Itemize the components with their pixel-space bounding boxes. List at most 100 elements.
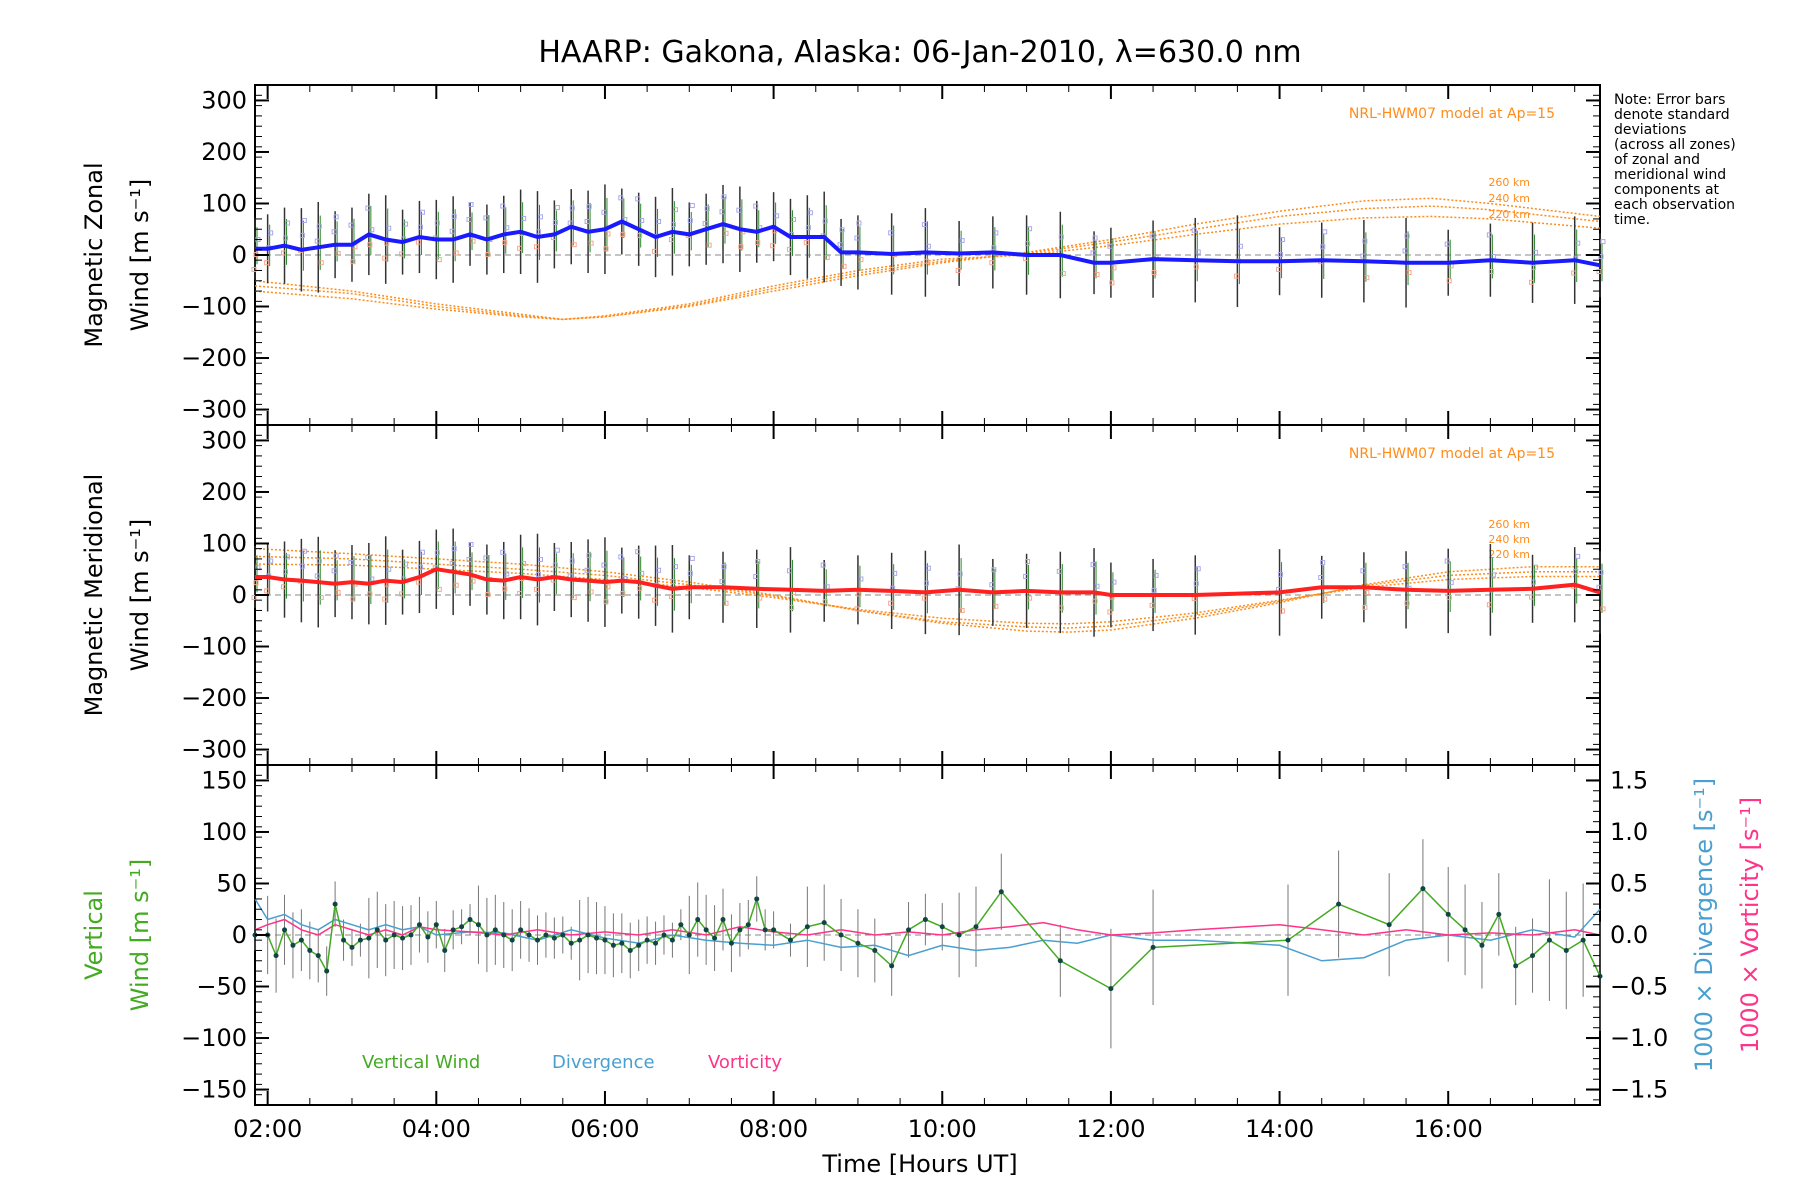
scatter-point xyxy=(757,595,763,601)
vertical-wind-point xyxy=(324,968,330,974)
model-line xyxy=(254,555,1600,629)
scatter-point xyxy=(1575,553,1581,559)
vertical-wind-point xyxy=(872,947,878,953)
vertical-wind-point xyxy=(450,927,456,933)
note-line: denote standard xyxy=(1614,107,1730,123)
scatter-point xyxy=(1111,265,1117,271)
scatter-point xyxy=(1571,270,1577,276)
scatter-point xyxy=(369,227,375,233)
scatter-point xyxy=(470,238,476,244)
vertical-wind-point xyxy=(467,917,473,923)
scatter-point xyxy=(753,573,759,579)
scatter-point xyxy=(500,203,506,209)
scatter-point xyxy=(723,600,729,606)
vertical-wind-point xyxy=(669,937,675,943)
scatter-point xyxy=(1025,559,1031,565)
scatter-point xyxy=(672,564,678,570)
scatter-point xyxy=(856,591,862,597)
scatter-point xyxy=(1444,558,1450,564)
scatter-point xyxy=(957,571,963,577)
scatter-point xyxy=(656,219,662,225)
scatter-point xyxy=(635,549,641,555)
y-tick-label: 100 xyxy=(201,529,247,557)
scatter-point xyxy=(601,562,607,568)
scatter-point xyxy=(569,558,575,564)
scatter-point xyxy=(419,549,425,555)
scatter-point xyxy=(892,570,898,576)
vertical-wind-point xyxy=(568,940,574,946)
y2-tick-label: −0.5 xyxy=(1610,973,1668,1001)
vertical-wind-point xyxy=(1513,963,1519,969)
scatter-point xyxy=(1278,251,1284,257)
scatter-point xyxy=(434,550,440,556)
vertical-wind-point xyxy=(282,927,288,933)
vertical-wind-point xyxy=(695,917,701,923)
scatter-point xyxy=(786,246,792,252)
scatter-point xyxy=(588,589,594,595)
vertical-wind-point xyxy=(1336,901,1342,907)
scatter-point xyxy=(1056,568,1062,574)
scatter-point xyxy=(803,240,809,246)
vertical-wind-point xyxy=(484,932,490,938)
vertical-wind-point xyxy=(804,924,810,930)
scatter-point xyxy=(468,202,474,208)
scatter-point xyxy=(1444,241,1450,247)
scatter-point xyxy=(369,576,375,582)
scatter-point xyxy=(1107,243,1113,249)
vertical-wind-point xyxy=(1057,958,1063,964)
y-tick-label: 0 xyxy=(232,921,247,949)
scatter-point xyxy=(1596,584,1602,590)
vertical-wind-point xyxy=(357,937,363,943)
scatter-point xyxy=(1598,569,1604,575)
scatter-point xyxy=(959,238,965,244)
scatter-point xyxy=(584,219,590,225)
meridional-plot: 260 km 240 km 220 km xyxy=(251,518,1606,637)
scatter-point xyxy=(1193,581,1199,587)
vertical-wind-point xyxy=(594,935,600,941)
vertical-wind-point xyxy=(492,927,498,933)
scatter-point xyxy=(500,549,506,555)
vertical-wind-point xyxy=(526,932,532,938)
vertical-wind-point xyxy=(838,932,844,938)
scatter-point xyxy=(417,224,423,230)
vertical-wind-point xyxy=(1386,922,1392,928)
scatter-point xyxy=(533,244,539,250)
vertical-wind-point xyxy=(939,924,945,930)
model-line xyxy=(254,197,1601,321)
vertical-wind-point xyxy=(400,935,406,941)
scatter-point xyxy=(301,548,307,554)
scatter-point xyxy=(283,569,289,575)
vertical-wind-point xyxy=(459,924,465,930)
vertical-wind-point xyxy=(298,937,304,943)
scatter-point xyxy=(1404,233,1410,239)
scatter-point xyxy=(618,195,624,201)
scatter-point xyxy=(1111,579,1117,585)
scatter-point xyxy=(449,228,455,234)
scatter-point xyxy=(415,239,421,245)
scatter-point xyxy=(925,243,931,249)
scatter-point xyxy=(502,240,508,246)
y-tick-label: 100 xyxy=(201,189,247,217)
scatter-point xyxy=(1402,564,1408,570)
scatter-point xyxy=(888,230,894,236)
y-tick-label: −300 xyxy=(181,736,247,764)
divergence-line xyxy=(254,898,1601,962)
scatter-point xyxy=(367,591,373,597)
scatter-point xyxy=(1360,568,1366,574)
scatter-point xyxy=(466,216,472,222)
scatter-point xyxy=(603,246,609,252)
vertical-plot xyxy=(252,839,1603,1049)
vertical-wind-point xyxy=(1563,947,1569,953)
scatter-point xyxy=(451,213,457,219)
scatter-point xyxy=(350,596,356,602)
scatter-point xyxy=(537,214,543,220)
y2-tick-label: 1.5 xyxy=(1610,766,1648,794)
scatter-point xyxy=(382,255,388,261)
vertical-wind-point xyxy=(745,922,751,928)
scatter-point xyxy=(1486,232,1492,238)
vertical-wind-point xyxy=(341,937,347,943)
x-tick-label: 02:00 xyxy=(233,1115,302,1143)
scatter-point xyxy=(639,217,645,223)
vertical-wind-point xyxy=(374,927,380,933)
vertical-wind-point xyxy=(661,932,667,938)
